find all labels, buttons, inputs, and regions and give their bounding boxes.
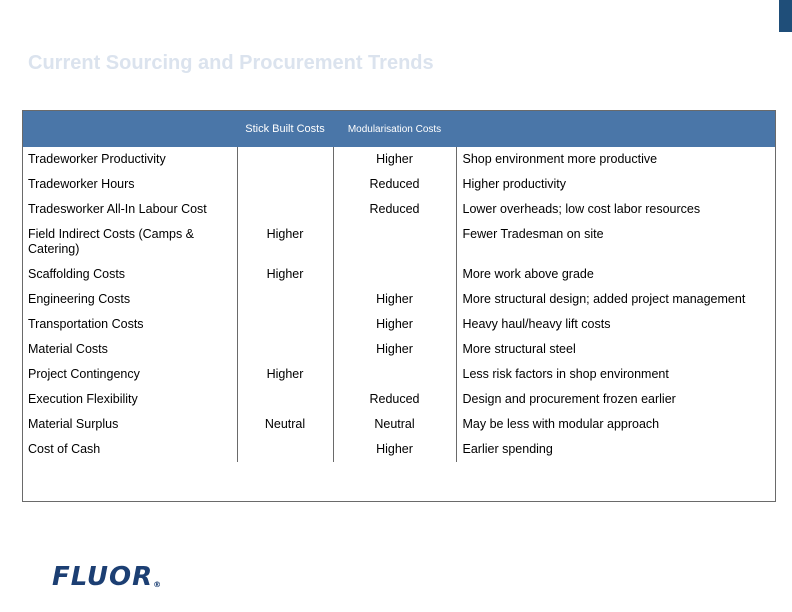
modularisation-cell: Higher — [332, 287, 457, 312]
stick-built-cell — [236, 287, 333, 312]
modularisation-cell — [332, 362, 457, 387]
table-header-row: Stick Built Costs Modularisation Costs — [23, 111, 775, 147]
stick-built-cell — [236, 437, 333, 462]
modularisation-cell: Higher — [332, 337, 457, 362]
slide-title: Current Sourcing and Procurement Trends — [28, 52, 434, 74]
table-row: Material Surplus Neutral Neutral May be les… — [23, 412, 775, 437]
modularisation-cell: Reduced — [332, 387, 457, 412]
modularisation-cell: Neutral — [332, 412, 457, 437]
note-cell: Lower overheads; low cost labor resource… — [462, 202, 701, 216]
comparison-table: Stick Built Costs Modularisation Costs T… — [23, 111, 775, 462]
modularisation-cell: Higher — [332, 312, 457, 337]
stick-built-cell — [236, 147, 333, 172]
table-row: Engineering Costs Higher More structural d… — [23, 287, 775, 312]
factor-cell: Material Surplus — [28, 417, 119, 431]
factor-cell: Tradeworker Productivity — [28, 152, 166, 166]
modularisation-cell — [332, 222, 457, 262]
table-row: Tradesworker All-In Labour Cost Reduced Lo… — [23, 197, 775, 222]
table-row: Cost of Cash Higher Earlier spending — [23, 437, 775, 462]
stick-built-cell: Higher — [236, 362, 333, 387]
table-row: Material Costs Higher More structural stee… — [23, 337, 775, 362]
table-row: Tradeworker Hours Reduced Higher productiv… — [23, 172, 775, 197]
table-row: Tradeworker Productivity Higher Shop envir… — [23, 147, 775, 172]
note-cell: Fewer Tradesman on site — [462, 227, 604, 241]
stick-built-cell — [236, 197, 333, 222]
factor-cell: Cost of Cash — [28, 442, 101, 456]
header-factor — [23, 111, 237, 147]
note-cell: More structural design; added project ma… — [462, 292, 746, 306]
corner-accent-bar — [779, 0, 792, 32]
table-frame — [22, 110, 776, 502]
logo-text: FLUOR — [52, 562, 154, 592]
note-cell: More work above grade — [462, 267, 594, 281]
factor-cell: Scaffolding Costs — [28, 267, 126, 281]
modularisation-cell: Reduced — [332, 197, 457, 222]
modularisation-cell: Higher — [332, 437, 457, 462]
table-row: Execution Flexibility Reduced Design and p… — [23, 387, 775, 412]
modularisation-cell — [332, 262, 457, 287]
note-cell: Earlier spending — [462, 442, 553, 456]
table-row: Scaffolding Costs Higher More work above g… — [23, 262, 775, 287]
stick-built-cell: Higher — [236, 222, 333, 262]
factor-cell: Engineering Costs — [28, 292, 131, 306]
factor-cell: Field Indirect Costs (Camps & Catering) — [28, 227, 195, 256]
registered-mark: ® — [153, 580, 162, 589]
stick-built-cell: Higher — [236, 262, 333, 287]
header-notes — [456, 111, 775, 147]
modularisation-cell: Reduced — [332, 172, 457, 197]
table-row: Transportation Costs Higher Heavy haul/hea… — [23, 312, 775, 337]
factor-cell: Tradeworker Hours — [28, 177, 135, 191]
note-cell: More structural steel — [462, 342, 576, 356]
header-stick-built: Stick Built Costs — [237, 111, 333, 147]
factor-cell: Execution Flexibility — [28, 392, 138, 406]
header-modularisation: Modularisation Costs — [333, 111, 456, 147]
factor-cell: Material Costs — [28, 342, 108, 356]
note-cell: Higher productivity — [462, 177, 567, 191]
stick-built-cell: Neutral — [236, 412, 333, 437]
stick-built-cell — [236, 172, 333, 197]
note-cell: May be less with modular approach — [462, 417, 660, 431]
fluor-logo: FLUOR® — [52, 562, 161, 592]
modularisation-cell: Higher — [332, 147, 457, 172]
note-cell: Less risk factors in shop environment — [462, 367, 669, 381]
table-row: Project Contingency Higher Less risk facto… — [23, 362, 775, 387]
stick-built-cell — [236, 387, 333, 412]
stick-built-cell — [236, 337, 333, 362]
factor-cell: Tradesworker All-In Labour Cost — [28, 202, 207, 216]
note-cell: Shop environment more productive — [462, 152, 658, 166]
note-cell: Design and procurement frozen earlier — [462, 392, 676, 406]
table-row: Field Indirect Costs (Camps & Catering) H… — [23, 222, 775, 262]
factor-cell: Transportation Costs — [28, 317, 144, 331]
factor-cell: Project Contingency — [28, 367, 140, 381]
note-cell: Heavy haul/heavy lift costs — [462, 317, 611, 331]
stick-built-cell — [236, 312, 333, 337]
